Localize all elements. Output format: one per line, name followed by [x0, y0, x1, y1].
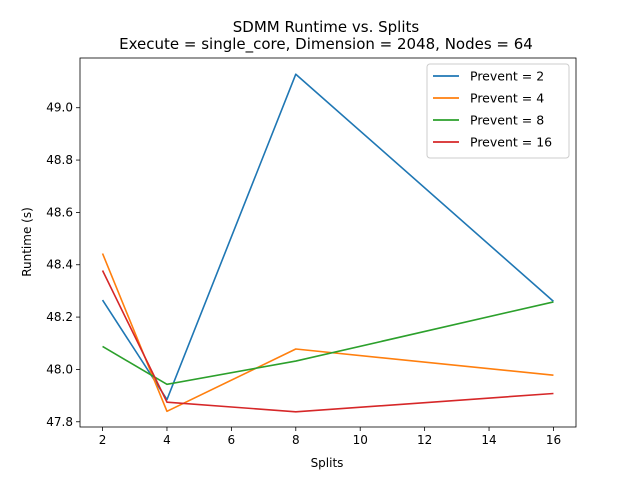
plot-frame — [79, 57, 577, 428]
chart-subtitle: Execute = single_core, Dimension = 2048,… — [119, 35, 533, 54]
axes-layer: 2 4 6 8 10 12 14 16 47.8 48.0 48.2 48.4 48.6 48.8 49.0 — [46, 57, 577, 447]
legend-frame — [426, 63, 570, 159]
y-tick-label: 47.8 — [46, 415, 73, 429]
series-line-3 — [102, 301, 554, 386]
y-axis-label: Runtime (s) — [20, 207, 34, 277]
x-tick-label: 6 — [228, 433, 236, 447]
legend: Prevent = 2 Prevent = 4 Prevent = 8 Prevent… — [426, 63, 570, 159]
y-tick-label: 49.0 — [46, 101, 73, 115]
y-tick-label: 48.6 — [46, 205, 73, 219]
y-tick-label: 48.4 — [46, 258, 73, 272]
legend-label-4: Prevent = 16 — [470, 135, 552, 150]
x-tick-label: 16 — [546, 433, 561, 447]
y-tick-label: 48.0 — [46, 362, 73, 376]
legend-label-2: Prevent = 4 — [470, 91, 544, 106]
x-tick-label: 4 — [163, 433, 171, 447]
x-tick-label: 14 — [481, 433, 496, 447]
x-tick-label: 10 — [353, 433, 368, 447]
series-line-1 — [101, 73, 554, 401]
y-tick-label: 48.8 — [46, 153, 73, 167]
x-axis-label: Splits — [311, 456, 344, 470]
x-tick-label: 12 — [417, 433, 432, 447]
x-tick-label: 2 — [99, 433, 107, 447]
x-tick-label: 8 — [292, 433, 300, 447]
legend-label-1: Prevent = 2 — [470, 69, 544, 84]
series-line-4 — [101, 270, 554, 413]
series-line-2 — [101, 253, 554, 413]
legend-label-3: Prevent = 8 — [470, 113, 544, 128]
y-tick-label: 48.2 — [46, 310, 73, 324]
series-layer — [101, 73, 554, 413]
chart-title: SDMM Runtime vs. Splits — [233, 18, 420, 36]
